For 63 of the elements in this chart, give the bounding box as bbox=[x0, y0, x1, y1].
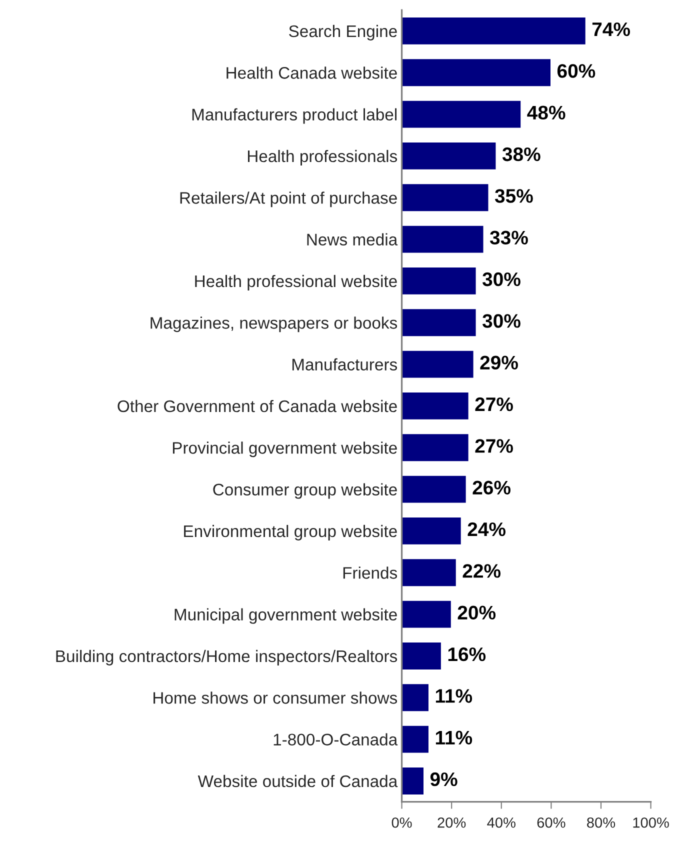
x-tick-label: 20% bbox=[438, 817, 466, 828]
data-label: 30% bbox=[482, 272, 520, 286]
y-tick-label: Building contractors/Home inspectors/Realtors bbox=[56, 650, 398, 666]
bar bbox=[402, 516, 462, 546]
data-label: 33% bbox=[490, 230, 528, 245]
y-tick-label: Manufacturers product label bbox=[192, 108, 397, 124]
y-tick-label: Friends bbox=[343, 566, 398, 579]
y-tick-label: Home shows or consumer shows bbox=[154, 692, 398, 704]
bar bbox=[402, 391, 470, 421]
bar bbox=[402, 766, 425, 796]
y-tick-label: Health Canada website bbox=[226, 66, 397, 79]
y-tick-label: Health professionals bbox=[248, 150, 398, 166]
bar bbox=[402, 99, 522, 130]
bar bbox=[402, 224, 485, 254]
y-tick-label: 1-800-O-Canada bbox=[274, 733, 398, 746]
bar bbox=[402, 682, 430, 712]
bar bbox=[402, 558, 458, 588]
bar bbox=[402, 141, 498, 171]
data-label: 11% bbox=[436, 689, 472, 703]
bar bbox=[402, 641, 442, 671]
bar bbox=[402, 58, 552, 88]
data-label: 29% bbox=[480, 356, 518, 370]
x-tick-label: 0% bbox=[392, 817, 412, 828]
data-label: 35% bbox=[494, 189, 533, 203]
y-tick-label: Health professional website bbox=[195, 274, 397, 290]
bar bbox=[402, 308, 478, 338]
data-label: 20% bbox=[458, 606, 496, 620]
bar bbox=[402, 349, 475, 380]
bar bbox=[402, 16, 587, 46]
x-tick-label: 100% bbox=[633, 817, 669, 828]
y-tick-label: News media bbox=[307, 233, 398, 246]
data-label: 60% bbox=[557, 64, 596, 78]
bar bbox=[402, 182, 490, 212]
data-label: 27% bbox=[475, 439, 513, 453]
bar bbox=[402, 432, 470, 462]
x-tick-label: 80% bbox=[587, 817, 616, 828]
data-label: 38% bbox=[502, 147, 540, 162]
bar bbox=[402, 474, 468, 504]
y-tick-label: Municipal government website bbox=[174, 608, 397, 624]
y-tick-label: Environmental group website bbox=[184, 524, 397, 540]
x-tick-label: 40% bbox=[487, 817, 516, 828]
y-tick-label: Other Government of Canada website bbox=[118, 400, 397, 412]
y-tick-label: Consumer group website bbox=[213, 483, 397, 499]
data-label: 26% bbox=[472, 480, 510, 495]
bar bbox=[402, 266, 478, 296]
data-label: 22% bbox=[462, 564, 501, 578]
bar bbox=[402, 599, 452, 630]
data-label: 24% bbox=[468, 522, 506, 536]
data-label: 48% bbox=[527, 106, 566, 120]
y-tick-label: Magazines, newspapers or books bbox=[150, 316, 398, 332]
data-label: 9% bbox=[430, 772, 458, 786]
y-tick-label: Manufacturers bbox=[292, 358, 398, 370]
bar bbox=[402, 724, 430, 754]
data-label: 27% bbox=[475, 397, 513, 412]
y-tick-label: Search Engine bbox=[289, 24, 397, 40]
data-label: 11% bbox=[436, 730, 472, 744]
data-label: 74% bbox=[592, 22, 630, 36]
y-tick-label: Retailers/At point of purchase bbox=[180, 192, 397, 208]
y-tick-label: Provincial government website bbox=[172, 442, 397, 458]
data-label: 16% bbox=[448, 647, 486, 662]
x-tick-label: 60% bbox=[537, 817, 566, 828]
y-tick-label: Website outside of Canada bbox=[198, 774, 398, 788]
data-label: 30% bbox=[482, 314, 520, 328]
